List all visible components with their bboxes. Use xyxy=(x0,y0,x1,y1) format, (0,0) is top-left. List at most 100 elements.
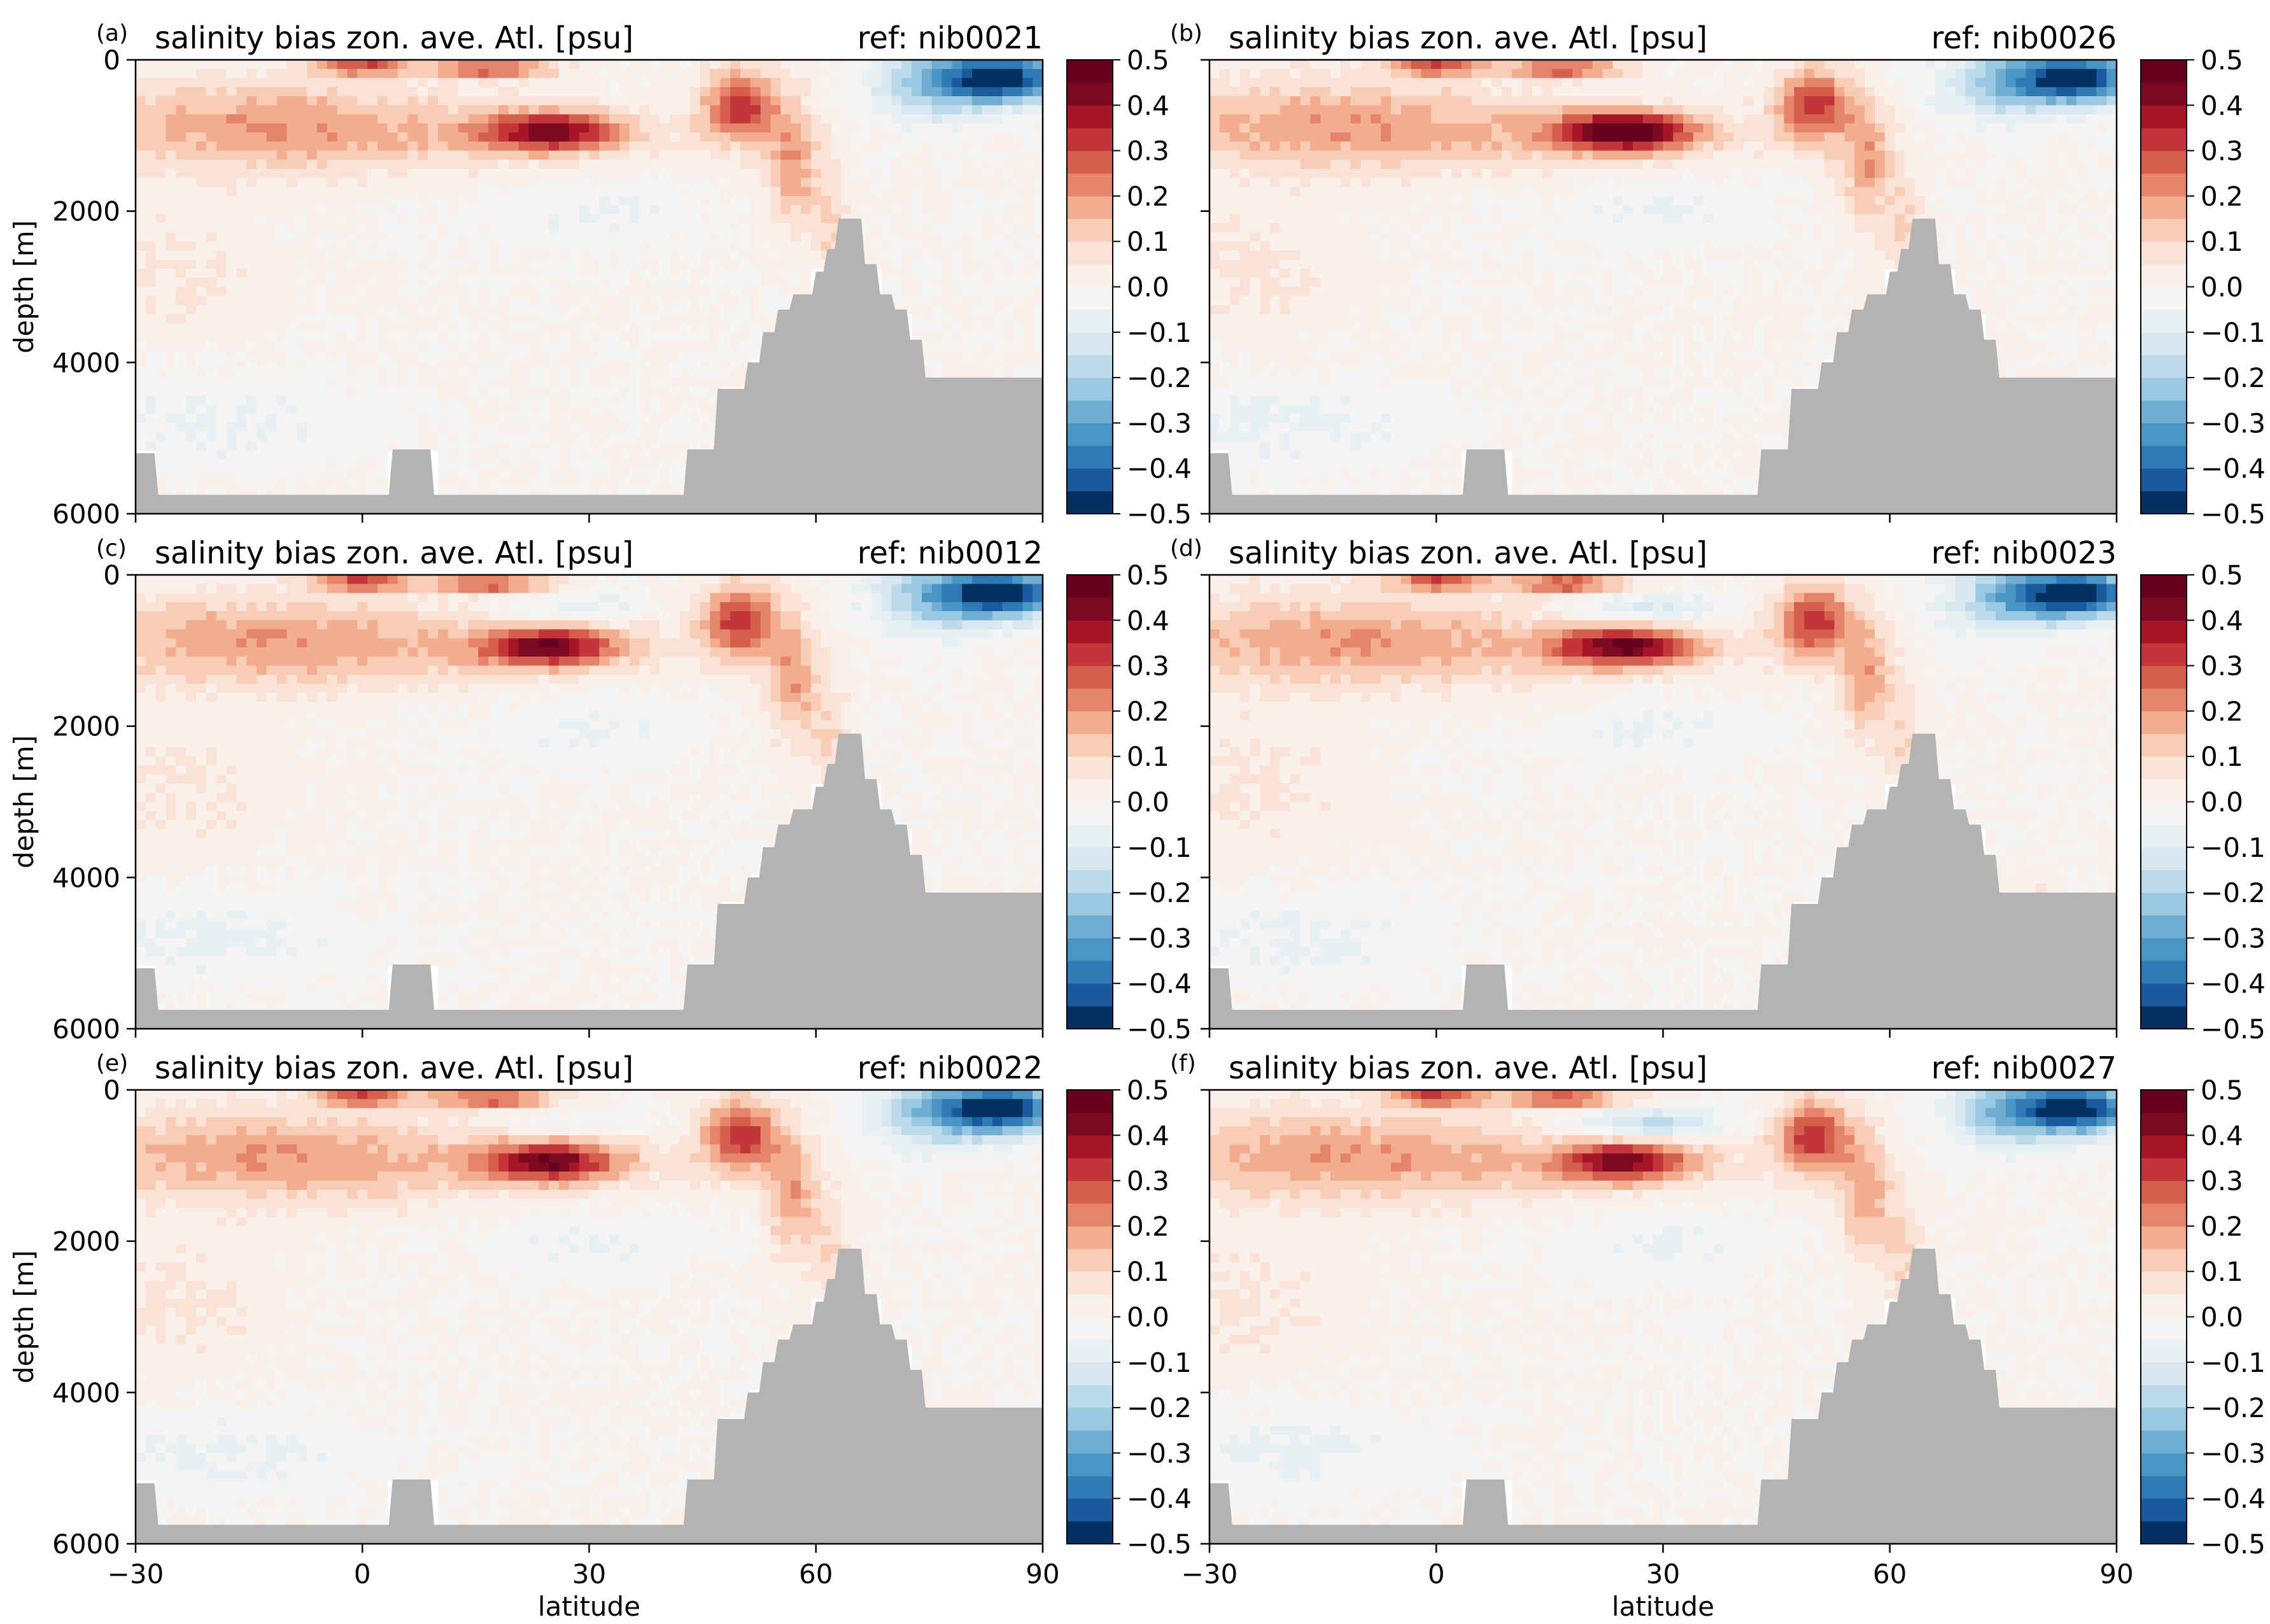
heatmap-cell xyxy=(519,269,529,278)
heatmap-cell xyxy=(740,169,751,178)
heatmap-cell xyxy=(398,341,408,351)
heatmap-cell xyxy=(710,169,721,178)
heatmap-cell xyxy=(861,96,871,106)
heatmap-cell xyxy=(428,78,438,88)
colorbar-tick-label: 0.2 xyxy=(1127,181,1169,212)
heatmap-cell xyxy=(1013,341,1023,351)
heatmap-cell xyxy=(166,105,176,115)
heatmap-cell xyxy=(1462,287,1472,297)
heatmap-cell xyxy=(1260,96,1270,106)
heatmap-cell xyxy=(942,369,952,378)
heatmap-cell xyxy=(367,332,377,342)
heatmap-cell xyxy=(1290,169,1301,178)
heatmap-cell xyxy=(901,78,912,88)
heatmap-cell xyxy=(1330,296,1341,306)
heatmap-cell xyxy=(549,151,559,160)
heatmap-cell xyxy=(529,486,539,496)
heatmap-cell xyxy=(1401,414,1411,423)
heatmap-cell xyxy=(1220,141,1230,151)
heatmap-cell xyxy=(1441,323,1451,333)
heatmap-cell xyxy=(861,196,871,206)
heatmap-cell xyxy=(297,214,307,223)
heatmap-cell xyxy=(730,151,740,160)
heatmap-cell xyxy=(630,477,640,487)
heatmap-cell xyxy=(630,459,640,469)
heatmap-cell xyxy=(388,287,398,297)
heatmap-cell xyxy=(438,196,448,206)
heatmap-cell xyxy=(478,232,488,242)
heatmap-cell xyxy=(1341,450,1351,460)
heatmap-cell xyxy=(619,459,630,469)
heatmap-cell xyxy=(549,278,559,287)
heatmap-cell xyxy=(659,251,670,260)
heatmap-cell xyxy=(730,96,740,106)
heatmap-cell xyxy=(267,251,277,260)
heatmap-cell xyxy=(659,432,670,442)
heatmap-cell xyxy=(1401,350,1411,360)
heatmap-cell xyxy=(1431,241,1441,251)
heatmap-cell xyxy=(277,187,287,197)
heatmap-cell xyxy=(408,350,418,360)
heatmap-cell xyxy=(1230,341,1240,351)
heatmap-cell xyxy=(780,196,791,206)
heatmap-cell xyxy=(488,87,498,97)
heatmap-cell xyxy=(287,196,297,206)
heatmap-cell xyxy=(246,169,257,178)
heatmap-cell xyxy=(569,115,579,124)
heatmap-cell xyxy=(267,87,277,97)
heatmap-cell xyxy=(367,69,377,78)
heatmap-cell xyxy=(509,178,519,187)
heatmap-cell xyxy=(246,332,257,342)
heatmap-cell xyxy=(478,441,488,451)
heatmap-cell xyxy=(720,78,730,88)
heatmap-cell xyxy=(297,151,307,160)
heatmap-cell xyxy=(801,60,811,69)
heatmap-cell xyxy=(609,187,619,197)
heatmap-cell xyxy=(992,69,1003,78)
heatmap-cell xyxy=(529,350,539,360)
heatmap-cell xyxy=(287,232,297,242)
heatmap-cell xyxy=(1270,450,1280,460)
heatmap-cell xyxy=(388,396,398,406)
heatmap-cell xyxy=(972,151,982,160)
heatmap-cell xyxy=(448,459,458,469)
heatmap-cell xyxy=(257,432,267,442)
heatmap-cell xyxy=(509,486,519,496)
heatmap-cell xyxy=(1381,486,1391,496)
heatmap-cell xyxy=(348,386,358,396)
heatmap-cell xyxy=(720,260,730,269)
heatmap-cell xyxy=(156,214,166,223)
heatmap-cell xyxy=(650,369,660,378)
heatmap-cell xyxy=(1003,78,1013,88)
heatmap-cell xyxy=(650,178,660,187)
heatmap-cell xyxy=(1441,332,1451,342)
heatmap-cell xyxy=(630,260,640,269)
heatmap-cell xyxy=(1451,60,1462,69)
heatmap-cell xyxy=(1421,432,1432,442)
heatmap-cell xyxy=(438,405,448,414)
heatmap-cell xyxy=(882,205,892,215)
heatmap-cell xyxy=(1301,196,1311,206)
heatmap-cell xyxy=(932,369,942,378)
heatmap-cell xyxy=(589,124,600,133)
heatmap-cell xyxy=(1003,287,1013,297)
heatmap-cell xyxy=(1462,405,1472,414)
heatmap-cell xyxy=(498,323,509,333)
heatmap-cell xyxy=(357,87,367,97)
heatmap-cell xyxy=(287,332,297,342)
heatmap-cell xyxy=(630,115,640,124)
y-tick-label: 2000 xyxy=(52,196,120,227)
heatmap-cell xyxy=(377,87,388,97)
heatmap-cell xyxy=(488,187,498,197)
heatmap-cell xyxy=(176,124,186,133)
heatmap-cell xyxy=(1361,223,1371,233)
heatmap-cell xyxy=(357,96,367,106)
heatmap-cell xyxy=(509,87,519,97)
heatmap-cell xyxy=(549,287,559,297)
heatmap-cell xyxy=(1033,178,1043,187)
heatmap-cell xyxy=(357,414,367,423)
heatmap-cell xyxy=(1310,187,1320,197)
heatmap-cell xyxy=(599,132,609,142)
heatmap-cell xyxy=(700,223,710,233)
heatmap-cell xyxy=(1441,441,1451,451)
